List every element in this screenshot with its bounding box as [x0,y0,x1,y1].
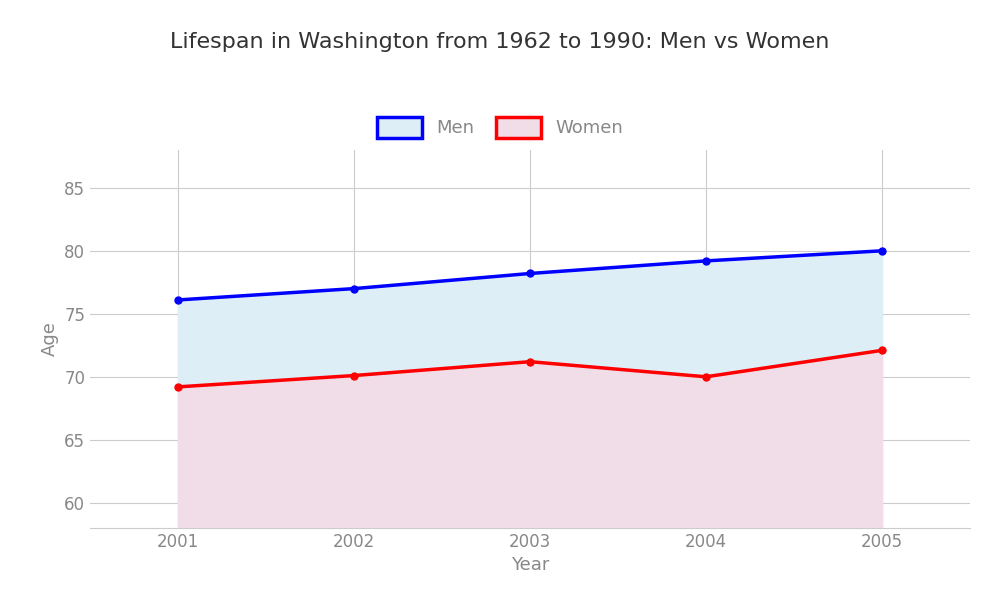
X-axis label: Year: Year [511,556,549,574]
Text: Lifespan in Washington from 1962 to 1990: Men vs Women: Lifespan in Washington from 1962 to 1990… [170,32,830,52]
Legend: Men, Women: Men, Women [368,108,632,147]
Y-axis label: Age: Age [41,322,59,356]
